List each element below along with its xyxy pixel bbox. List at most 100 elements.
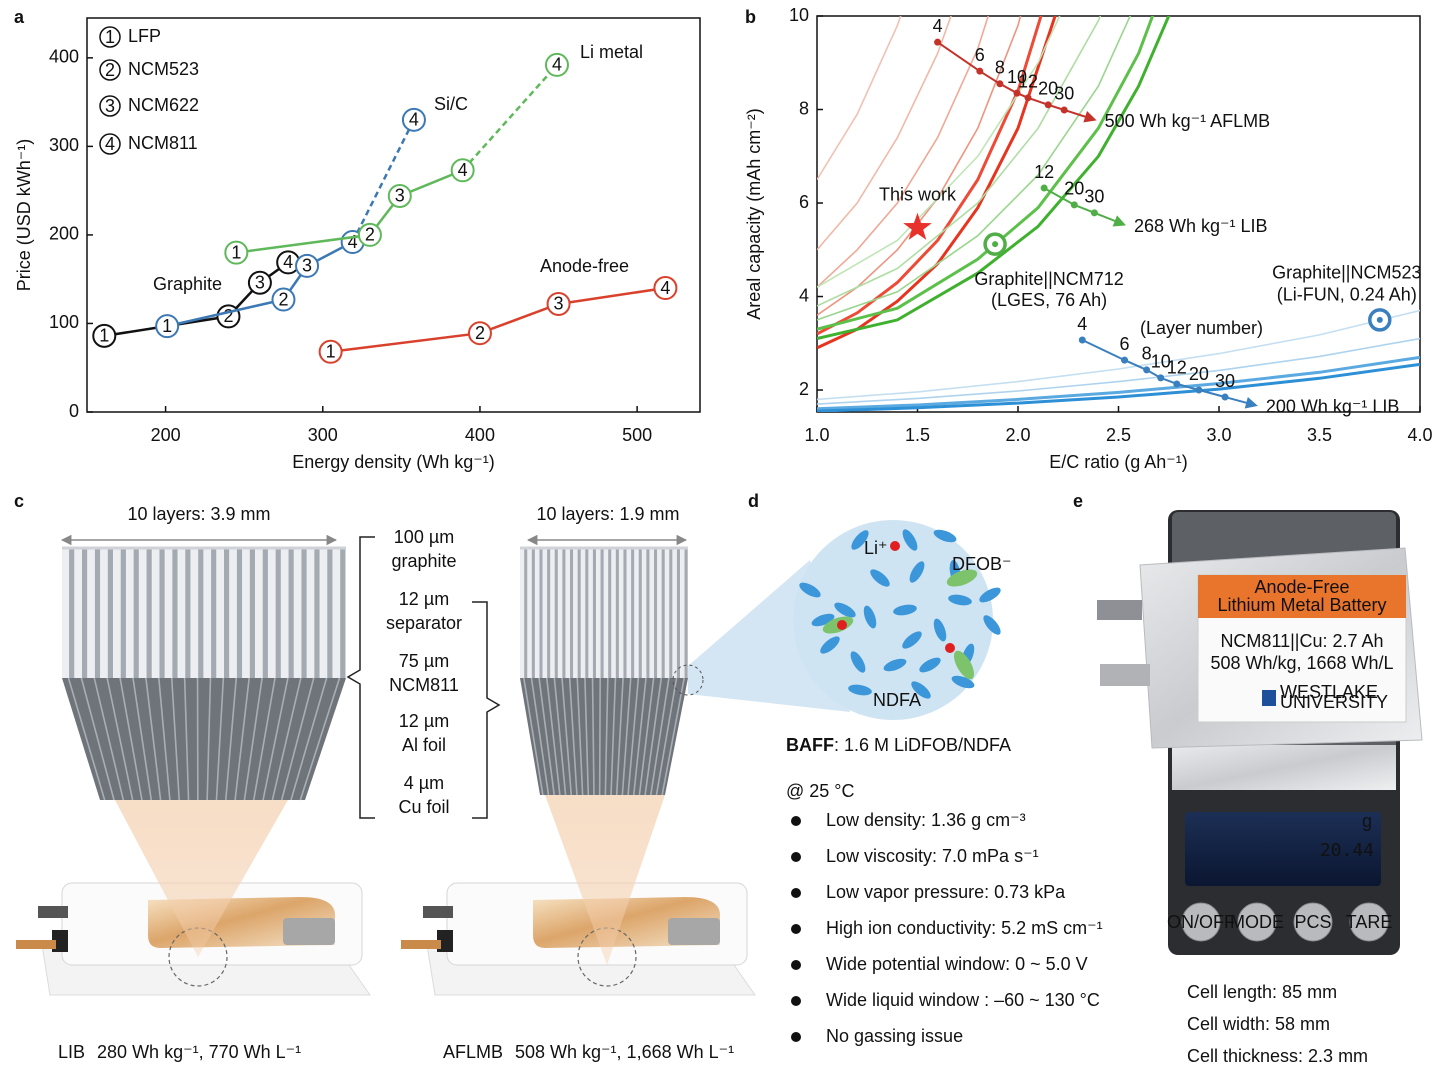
plate-edge <box>159 548 165 678</box>
electrode-plate <box>573 548 582 678</box>
plate-edge <box>562 548 566 678</box>
logo-line: UNIVERSITY <box>1280 692 1388 712</box>
plate-fan <box>119 677 143 801</box>
solvent-molecule <box>979 587 1001 603</box>
plate-fan <box>627 677 640 796</box>
plot-frame <box>86 17 701 413</box>
plate-fan <box>621 677 632 796</box>
plate-fan <box>206 677 212 801</box>
plate-edge <box>592 548 596 678</box>
plate-fan <box>576 677 584 796</box>
plate-fan <box>598 677 601 796</box>
legend-marker-label: 3 <box>105 96 115 116</box>
plate-fan <box>93 677 125 801</box>
solvent-molecule <box>948 594 972 606</box>
layer-thickness: 12 µm <box>399 711 449 731</box>
data-point <box>387 183 412 208</box>
y-tick-label: 8 <box>799 98 809 118</box>
plate-edge <box>69 548 75 678</box>
point-label: 2 <box>278 289 288 309</box>
plate-edge <box>539 548 543 678</box>
solvent-molecule <box>911 681 931 699</box>
capacity-curve <box>817 309 1420 401</box>
plate-edge <box>120 548 126 678</box>
track-point-label: 30 <box>1084 187 1104 207</box>
plate-fan <box>638 677 655 796</box>
x-tick-label: 300 <box>308 425 338 445</box>
track-point-label: 8 <box>1142 344 1152 364</box>
legend-marker <box>99 26 121 48</box>
track-point-label: 12 <box>1167 358 1187 378</box>
plate-fan <box>67 677 106 801</box>
point-label: 3 <box>395 186 405 206</box>
capacity-curve <box>817 16 952 251</box>
electrode-plate <box>542 548 551 678</box>
plate-fan <box>650 677 670 796</box>
x-tick-label: 2.5 <box>1106 425 1131 445</box>
layer-material: separator <box>386 613 462 633</box>
track-point <box>1060 106 1068 114</box>
property: High ion conductivity: 5.2 mS cm⁻¹ <box>826 918 1103 938</box>
solvent-molecule <box>863 605 877 629</box>
dimension-label: 10 layers: 1.9 mm <box>536 504 679 524</box>
x-tick-label: 2.0 <box>1005 425 1030 445</box>
plate-fan <box>183 677 190 801</box>
zoom-beam <box>115 800 288 957</box>
y-tick-label: 6 <box>799 192 809 212</box>
track-point <box>996 80 1004 88</box>
tab-top <box>38 906 68 918</box>
plate-edge <box>524 548 528 678</box>
data-point <box>224 240 249 265</box>
electrode-plate <box>642 548 650 678</box>
brace-left <box>346 536 375 819</box>
bullet <box>791 960 801 970</box>
series-name: Graphite <box>153 274 222 294</box>
x-tick-label: 1.0 <box>804 425 829 445</box>
solvent-molecule <box>883 658 907 672</box>
plate-edge <box>547 548 551 678</box>
solvent-molecule <box>850 651 866 673</box>
point-label: 4 <box>660 278 670 298</box>
plate-fan <box>290 677 328 801</box>
capacity-curve <box>817 337 1420 405</box>
plate-fan <box>158 677 171 801</box>
track-arrowhead <box>1244 396 1258 409</box>
y-axis-label: Areal capacity (mAh cm⁻²) <box>744 108 764 320</box>
solvent-molecule <box>951 675 975 689</box>
bullet <box>791 996 801 1006</box>
legend-marker <box>99 59 121 81</box>
layer-material: Al foil <box>402 735 446 755</box>
plate-edge <box>236 548 243 678</box>
plate-edge <box>211 548 217 678</box>
plate-fan <box>215 677 225 801</box>
track-point <box>1157 374 1165 382</box>
plate-edge <box>669 548 673 678</box>
electrode-plate <box>558 548 566 678</box>
track-point-label: 4 <box>933 16 943 36</box>
layer-thickness: 12 µm <box>399 589 449 609</box>
point-label: 3 <box>554 294 564 314</box>
plate-edge <box>638 548 642 678</box>
plate-fan <box>538 677 555 796</box>
x-tick-label: 400 <box>465 425 495 445</box>
solvent-molecule <box>811 613 835 627</box>
data-point <box>544 52 569 77</box>
anion-label: DFOB⁻ <box>952 554 1012 574</box>
layer-material: NCM811 <box>389 675 459 695</box>
star-marker <box>903 212 932 240</box>
panel-label: e <box>1073 491 1083 511</box>
layer-thickness: 4 µm <box>404 773 444 793</box>
solvent-molecule <box>848 684 872 696</box>
capacity-curve <box>817 16 1102 307</box>
cell-tab <box>1100 664 1150 686</box>
cell-label-capacity: NCM811||Cu: 2.7 Ah <box>1220 631 1383 651</box>
series-name: Anode-free <box>540 256 629 276</box>
plate-edge <box>249 548 255 678</box>
capacity-curve <box>817 355 1420 411</box>
target-center <box>992 241 999 248</box>
marker-label: Graphite||NCM523 <box>1272 263 1421 283</box>
solvent-molecule <box>983 615 1001 635</box>
electrode-plate <box>604 548 612 678</box>
